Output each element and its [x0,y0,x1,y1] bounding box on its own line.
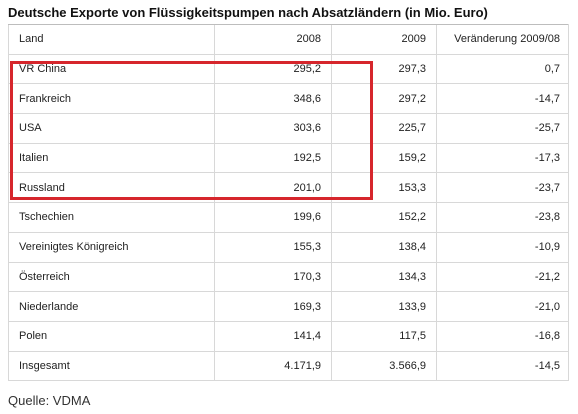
cell-2008: 201,0 [214,172,332,204]
export-table: Land 2008 2009 Veränderung 2009/08 VR Ch… [8,24,569,382]
table-row: Insgesamt 4.171,9 3.566,9 -14,5 [8,350,569,382]
cell-land: Polen [8,320,215,352]
cell-land: VR China [8,53,215,85]
cell-2008: 348,6 [214,83,332,115]
cell-change: 0,7 [436,53,569,85]
table-row: Vereinigtes Königreich 155,3 138,4 -10,9 [8,231,569,263]
cell-2008: 199,6 [214,202,332,233]
cell-land: Österreich [8,261,215,293]
cell-2009: 225,7 [331,113,437,144]
cell-land: Insgesamt [8,350,215,382]
table-row: Frankreich 348,6 297,2 -14,7 [8,83,569,115]
cell-change: -10,9 [436,231,569,263]
table-title: Deutsche Exporte von Flüssigkeitspumpen … [8,5,488,20]
cell-land: Tschechien [8,202,215,233]
cell-change: -25,7 [436,113,569,144]
cell-change: -23,7 [436,172,569,204]
cell-land: Vereinigtes Königreich [8,231,215,263]
cell-2009: 153,3 [331,172,437,204]
column-header-2008: 2008 [214,24,332,55]
cell-2008: 303,6 [214,113,332,144]
cell-change: -14,7 [436,83,569,115]
cell-change: -14,5 [436,350,569,382]
cell-land: Niederlande [8,291,215,322]
column-header-2009: 2009 [331,24,437,55]
cell-change: -17,3 [436,142,569,174]
table-row: Italien 192,5 159,2 -17,3 [8,142,569,174]
table-row: Russland 201,0 153,3 -23,7 [8,172,569,204]
source-note: Quelle: VDMA [8,393,91,408]
column-header-change: Veränderung 2009/08 [436,24,569,55]
table-row: Österreich 170,3 134,3 -21,2 [8,261,569,293]
cell-2008: 141,4 [214,320,332,352]
table-row: Polen 141,4 117,5 -16,8 [8,320,569,352]
table-header-row: Land 2008 2009 Veränderung 2009/08 [8,24,569,55]
cell-2009: 117,5 [331,320,437,352]
cell-change: -23,8 [436,202,569,233]
cell-change: -21,0 [436,291,569,322]
cell-2009: 133,9 [331,291,437,322]
table-row: Niederlande 169,3 133,9 -21,0 [8,291,569,322]
cell-land: Russland [8,172,215,204]
cell-2008: 4.171,9 [214,350,332,382]
cell-2009: 134,3 [331,261,437,293]
cell-2008: 169,3 [214,291,332,322]
cell-change: -21,2 [436,261,569,293]
cell-2008: 192,5 [214,142,332,174]
cell-land: Frankreich [8,83,215,115]
table-row: VR China 295,2 297,3 0,7 [8,53,569,85]
cell-2008: 155,3 [214,231,332,263]
table-row: USA 303,6 225,7 -25,7 [8,113,569,144]
cell-2009: 3.566,9 [331,350,437,382]
cell-land: Italien [8,142,215,174]
column-header-land: Land [8,24,215,55]
cell-2009: 159,2 [331,142,437,174]
table-row: Tschechien 199,6 152,2 -23,8 [8,202,569,233]
cell-2008: 170,3 [214,261,332,293]
table-body: VR China 295,2 297,3 0,7 Frankreich 348,6 297,… [8,53,569,382]
cell-2009: 152,2 [331,202,437,233]
cell-2009: 297,2 [331,83,437,115]
cell-2009: 297,3 [331,53,437,85]
cell-change: -16,8 [436,320,569,352]
cell-land: USA [8,113,215,144]
cell-2008: 295,2 [214,53,332,85]
cell-2009: 138,4 [331,231,437,263]
